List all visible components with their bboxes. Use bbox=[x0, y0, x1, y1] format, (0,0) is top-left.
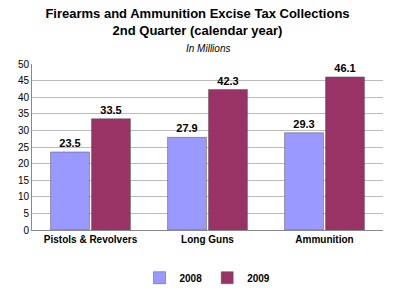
svg-text:29.3: 29.3 bbox=[293, 118, 314, 130]
svg-text:40: 40 bbox=[18, 92, 30, 103]
svg-text:Firearms and Ammunition Excise: Firearms and Ammunition Excise Tax Colle… bbox=[45, 6, 349, 38]
svg-text:45: 45 bbox=[18, 75, 30, 86]
svg-text:5: 5 bbox=[23, 208, 29, 219]
svg-text:Pistols & Revolvers: Pistols & Revolvers bbox=[44, 234, 138, 245]
svg-text:33.5: 33.5 bbox=[100, 104, 121, 116]
svg-text:0: 0 bbox=[23, 225, 29, 236]
svg-text:50: 50 bbox=[18, 59, 30, 70]
svg-text:23.5: 23.5 bbox=[59, 137, 80, 149]
svg-text:30: 30 bbox=[18, 125, 30, 136]
svg-text:Ammunition: Ammunition bbox=[295, 234, 353, 245]
svg-text:10: 10 bbox=[18, 191, 30, 202]
svg-text:35: 35 bbox=[18, 108, 30, 119]
svg-text:2008: 2008 bbox=[180, 273, 203, 284]
svg-text:46.1: 46.1 bbox=[334, 62, 355, 74]
svg-text:20: 20 bbox=[18, 158, 30, 169]
svg-text:In Millions: In Millions bbox=[186, 43, 230, 54]
svg-text:2009: 2009 bbox=[247, 273, 270, 284]
svg-text:Long Guns: Long Guns bbox=[181, 234, 234, 245]
svg-text:15: 15 bbox=[18, 175, 30, 186]
svg-text:25: 25 bbox=[18, 142, 30, 153]
svg-text:27.9: 27.9 bbox=[176, 122, 197, 134]
svg-text:42.3: 42.3 bbox=[217, 75, 238, 87]
